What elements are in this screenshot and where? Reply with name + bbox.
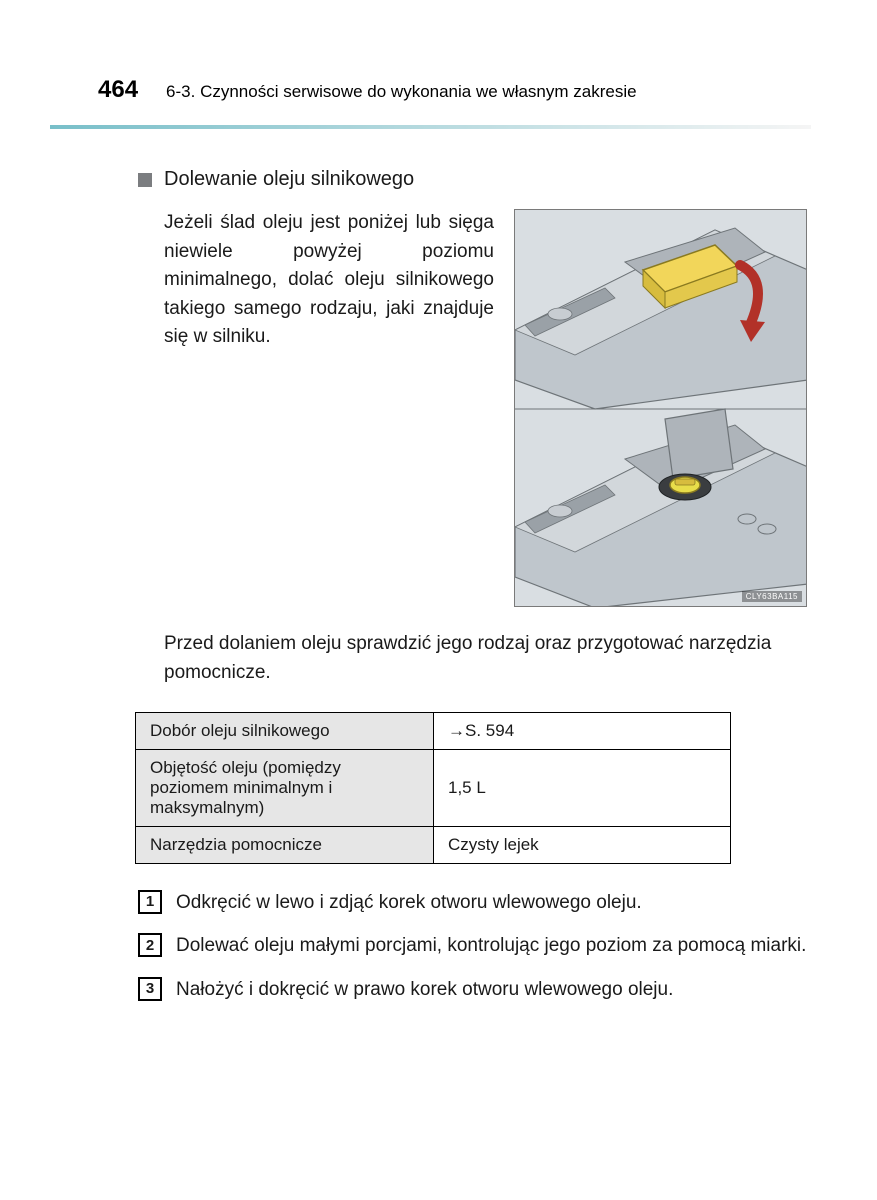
spec-key: Narzędzia pomocnicze xyxy=(136,826,434,863)
spec-table: Dobór oleju silnikowego →S. 594 Objętość… xyxy=(135,712,731,864)
page-number: 464 xyxy=(98,76,138,104)
step-number-box: 2 xyxy=(138,933,162,957)
pre-table-paragraph: Przed dolaniem oleju sprawdzić jego rodz… xyxy=(138,629,819,688)
section-heading: Dolewanie oleju silnikowego xyxy=(138,168,819,191)
spec-val: 1,5 L xyxy=(434,749,731,826)
table-row: Objętość oleju (pomiędzy poziomem minima… xyxy=(136,749,731,826)
intro-block: Jeżeli ślad oleju jest poniżej lub sięga… xyxy=(138,209,819,607)
step-number-box: 3 xyxy=(138,977,162,1001)
step-number-box: 1 xyxy=(138,890,162,914)
step-item: 1 Odkręcić w lewo i zdjąć korek otworu w… xyxy=(138,888,819,917)
section-title: Dolewanie oleju silnikowego xyxy=(164,168,414,191)
illustration: CLY63BA115 xyxy=(514,209,807,607)
table-row: Dobór oleju silnikowego →S. 594 xyxy=(136,712,731,749)
spec-val: Czysty lejek xyxy=(434,826,731,863)
oil-cap-diagram xyxy=(515,210,807,607)
spec-val: →S. 594 xyxy=(434,712,731,749)
step-item: 3 Nałożyć i dokręcić w prawo korek otwor… xyxy=(138,975,819,1004)
step-item: 2 Dolewać oleju małymi porcjami, kontrol… xyxy=(138,931,819,960)
step-text: Nałożyć i dokręcić w prawo korek otworu … xyxy=(176,975,819,1004)
spec-key: Objętość oleju (pomiędzy poziomem minima… xyxy=(136,749,434,826)
header-divider xyxy=(50,125,811,129)
step-text: Odkręcić w lewo i zdjąć korek otworu wle… xyxy=(176,888,819,917)
spec-key: Dobór oleju silnikowego xyxy=(136,712,434,749)
page: 464 6-3. Czynności serwisowe do wykonani… xyxy=(0,0,877,1004)
illustration-code: CLY63BA115 xyxy=(742,591,802,602)
table-row: Narzędzia pomocnicze Czysty lejek xyxy=(136,826,731,863)
steps-list: 1 Odkręcić w lewo i zdjąć korek otworu w… xyxy=(138,888,819,1004)
square-bullet-icon xyxy=(138,173,152,187)
page-header: 464 6-3. Czynności serwisowe do wykonani… xyxy=(98,76,819,116)
intro-paragraph: Jeżeli ślad oleju jest poniżej lub sięga… xyxy=(138,209,494,607)
page-content: Dolewanie oleju silnikowego Jeżeli ślad … xyxy=(58,134,819,1004)
chapter-title: 6-3. Czynności serwisowe do wykonania we… xyxy=(166,82,637,102)
step-text: Dolewać oleju małymi porcjami, kontroluj… xyxy=(176,931,819,960)
